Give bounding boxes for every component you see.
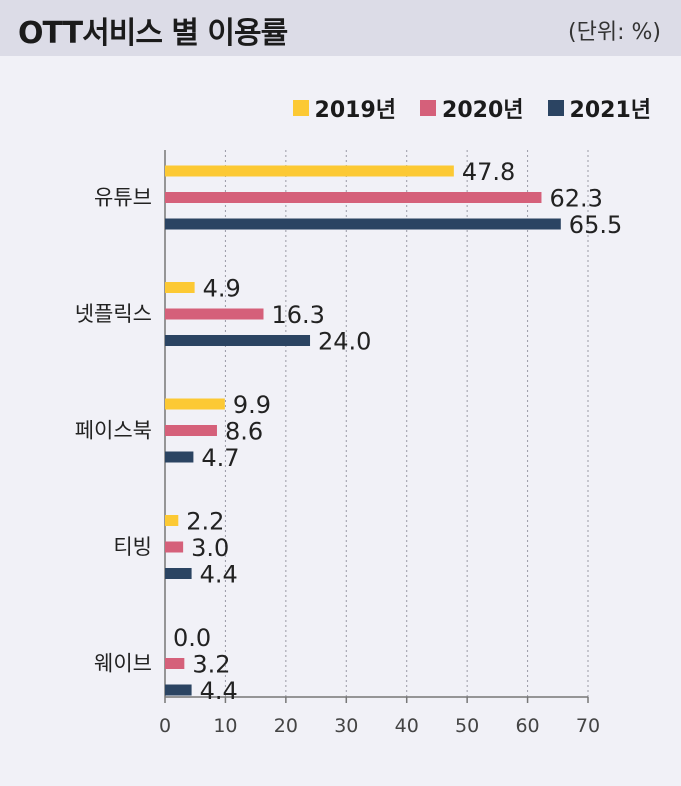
- value-label-0-1: 62.3: [549, 185, 602, 213]
- bar-2-0: [165, 398, 225, 410]
- legend: 2019년 2020년 2021년: [292, 92, 651, 124]
- legend-item-2019: 2019년: [292, 92, 397, 124]
- legend-item-2021: 2021년: [547, 92, 651, 124]
- bar-3-2: [165, 568, 192, 579]
- value-label-1-2: 24.0: [318, 328, 371, 356]
- bar-3-1: [165, 541, 184, 553]
- category-label-2: 페이스북: [75, 419, 152, 443]
- category-label-0: 유튜브: [94, 186, 152, 210]
- value-label-2-1: 8.6: [225, 418, 263, 446]
- legend-swatch-2021: [547, 100, 564, 116]
- x-tick-label-70: 70: [576, 715, 600, 737]
- legend-label-2020: 2020년: [442, 98, 524, 123]
- x-tick-label-0: 0: [159, 715, 171, 737]
- value-label-2-2: 4.7: [201, 444, 239, 472]
- x-tick-label-60: 60: [515, 715, 539, 737]
- value-label-3-1: 3.0: [191, 534, 229, 562]
- header-bar: OTT서비스 별 이용률 (단위: %): [0, 0, 681, 56]
- bar-0-2: [165, 218, 561, 230]
- x-tick-label-20: 20: [274, 715, 298, 737]
- value-label-1-0: 4.9: [203, 275, 241, 303]
- value-label-4-1: 3.2: [192, 651, 230, 679]
- category-label-3: 티빙: [113, 535, 152, 559]
- value-label-3-2: 4.4: [200, 561, 238, 589]
- legend-label-2021: 2021년: [569, 98, 651, 123]
- x-tick-label-10: 10: [213, 715, 237, 737]
- value-label-1-1: 16.3: [271, 301, 324, 329]
- bar-4-1: [165, 658, 185, 669]
- value-label-0-0: 47.8: [462, 158, 515, 186]
- bar-2-2: [165, 451, 194, 463]
- legend-label-2019: 2019년: [314, 98, 397, 123]
- value-label-4-0: 0.0: [173, 624, 211, 652]
- x-tick-label-50: 50: [455, 715, 479, 737]
- unit-label: (단위: %): [568, 20, 661, 45]
- legend-item-2020: 2020년: [420, 92, 524, 124]
- x-tick-label-30: 30: [334, 715, 358, 737]
- bar-1-2: [165, 335, 311, 346]
- bar-4-2: [165, 684, 192, 696]
- chart-title: OTT서비스 별 이용률: [18, 16, 288, 51]
- legend-swatch-2019: [292, 100, 309, 116]
- value-label-0-2: 65.5: [569, 211, 622, 239]
- x-tick-label-40: 40: [395, 715, 419, 737]
- category-label-1: 넷플릭스: [75, 302, 152, 326]
- category-label-4: 웨이브: [94, 652, 152, 676]
- bar-3-0: [165, 515, 179, 526]
- value-label-2-0: 9.9: [233, 391, 271, 419]
- bar-0-0: [165, 165, 454, 177]
- bar-0-1: [165, 192, 542, 203]
- value-label-3-0: 2.2: [186, 508, 224, 536]
- bar-1-0: [165, 282, 195, 293]
- bar-1-1: [165, 308, 264, 320]
- bar-2-1: [165, 425, 217, 436]
- legend-swatch-2020: [420, 100, 437, 116]
- value-label-4-2: 4.4: [200, 677, 238, 705]
